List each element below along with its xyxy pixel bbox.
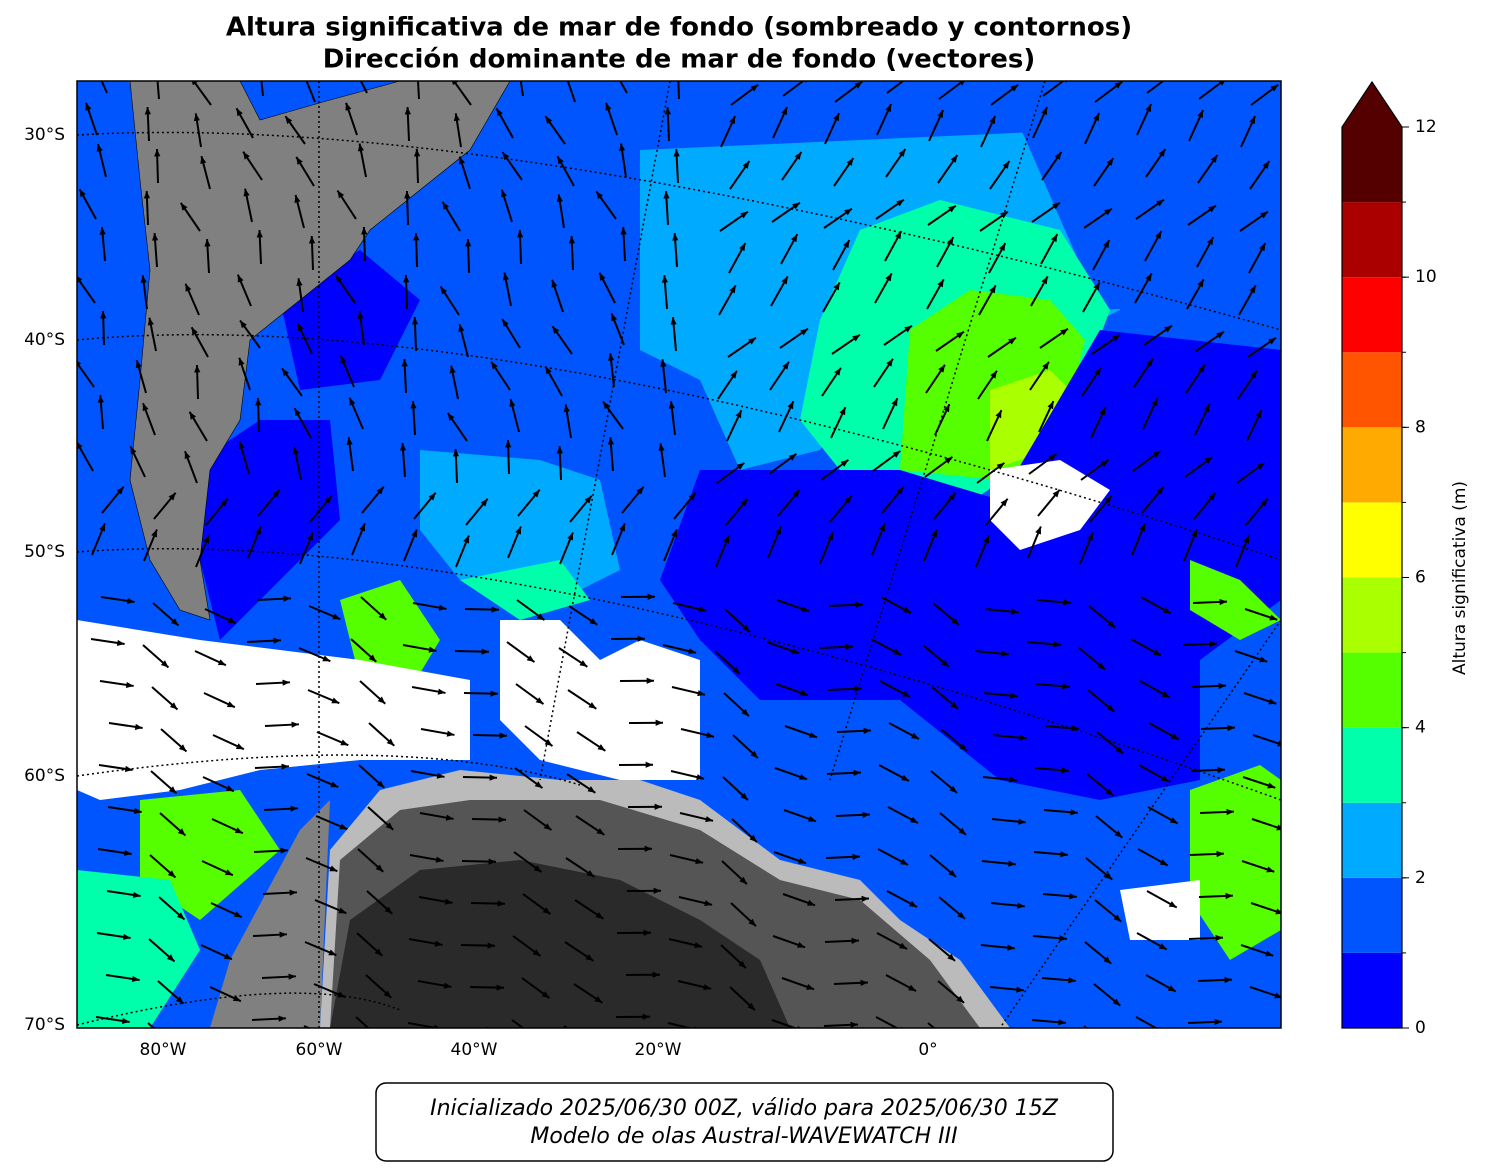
vector-head — [1103, 1041, 1111, 1048]
lat-label: 40°S — [24, 330, 65, 350]
colorbar-tick-label: 12 — [1415, 117, 1437, 137]
lat-label: 50°S — [24, 542, 65, 562]
colorbar-bin — [1342, 502, 1402, 577]
lat-label: 30°S — [24, 125, 65, 145]
vector — [980, 1029, 1014, 1032]
colorbar-bin — [1342, 653, 1402, 728]
colorbar-extend — [1342, 82, 1402, 127]
vector-head — [374, 1033, 382, 1040]
colorbar-tick-label: 8 — [1415, 417, 1426, 437]
map — [74, 62, 1285, 1052]
colorbar-tick-label: 6 — [1415, 568, 1426, 588]
vector-head — [1006, 1029, 1014, 1035]
colorbar-bin — [1342, 578, 1402, 653]
vector-head — [154, 65, 160, 73]
colorbar-bin — [1342, 803, 1402, 878]
footer-line: Inicializado 2025/06/30 00Z, válido para… — [430, 1096, 1059, 1121]
lon-label: 0° — [918, 1040, 937, 1060]
vector — [460, 1029, 494, 1030]
footer-line: Modelo de olas Austral-WAVEWATCH III — [530, 1124, 957, 1149]
vector-head — [327, 1033, 335, 1039]
vector-head — [223, 1037, 231, 1043]
colorbar-bin — [1342, 878, 1402, 953]
title-line: Altura significativa de mar de fondo (so… — [226, 13, 1132, 43]
colorbar-bin — [1342, 728, 1402, 803]
vector-head — [584, 1038, 592, 1045]
lon-label: 40°W — [451, 1040, 498, 1060]
vector-head — [737, 1045, 745, 1052]
ice — [1120, 880, 1200, 940]
colorbar: 0 2 4 6 8 10 12 — [1342, 82, 1437, 1038]
colorbar-bin — [1342, 427, 1402, 502]
colorbar-tick-label: 10 — [1415, 267, 1437, 287]
colorbar-bin — [1342, 202, 1402, 277]
colorbar-bin — [1342, 127, 1402, 202]
vector — [720, 1029, 745, 1052]
lat-label: 60°S — [24, 766, 65, 786]
vector — [200, 1029, 231, 1043]
vector — [1240, 1029, 1272, 1040]
colorbar-tick-label: 2 — [1415, 868, 1426, 888]
lon-label: 80°W — [140, 1040, 187, 1060]
lon-label: 20°W — [635, 1040, 682, 1060]
vector — [1084, 1026, 1110, 1048]
colorbar-tick-label: 4 — [1415, 718, 1426, 738]
lon-label: 60°W — [296, 1040, 343, 1060]
colorbar-bin — [1342, 277, 1402, 352]
colorbar-tick-label: 0 — [1415, 1018, 1426, 1038]
vector-head — [93, 62, 99, 70]
vector-head — [257, 62, 263, 70]
vector-head — [946, 1038, 954, 1045]
vector-head — [1264, 1034, 1272, 1040]
vector — [564, 1026, 592, 1045]
title-line: Dirección dominante de mar de fondo (vec… — [323, 45, 1036, 75]
colorbar-bin — [1342, 352, 1402, 427]
vector-head — [1166, 73, 1174, 80]
colorbar-bin — [1342, 953, 1402, 1028]
vector-head — [302, 70, 308, 78]
lat-label: 70°S — [24, 1015, 65, 1035]
colorbar-label: Altura significativa (m) — [1450, 481, 1470, 675]
footer-box — [376, 1083, 1113, 1161]
vector-head — [532, 1033, 540, 1040]
